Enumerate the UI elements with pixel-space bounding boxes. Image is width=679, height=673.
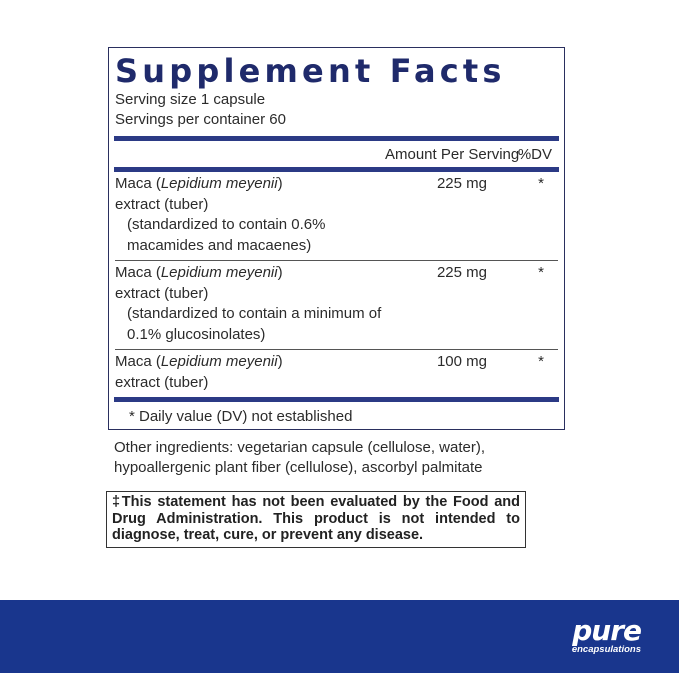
amount: 100 mg <box>436 353 487 370</box>
supplement-facts-panel: Supplement Facts Serving size 1 capsule … <box>108 47 565 430</box>
column-header: Amount Per Serving %DV <box>115 141 558 167</box>
brand-logo: pure encapsulations <box>571 614 642 656</box>
divider-thick <box>114 136 559 141</box>
brand-band: pure encapsulations <box>0 600 679 673</box>
servings-per-container: Servings per container 60 <box>115 111 286 128</box>
dv: * <box>538 353 544 370</box>
table-row: Maca (Lepidium meyenii) extract (tuber) (s… <box>115 172 558 261</box>
dv: * <box>538 175 544 192</box>
dv-header: %DV <box>517 145 552 163</box>
footnote: * Daily value (DV) not established <box>129 408 353 425</box>
table-row: Maca (Lepidium meyenii) extract (tuber) (s… <box>115 261 558 350</box>
dv: * <box>538 264 544 281</box>
table-row: Maca (Lepidium meyenii) extract (tuber) 1… <box>115 350 558 397</box>
other-ingredients: Other ingredients: vegetarian capsule (c… <box>114 439 486 476</box>
serving-size: Serving size 1 capsule <box>115 91 266 108</box>
amount-header: Amount Per Serving <box>385 145 520 163</box>
amount: 225 mg <box>436 175 487 192</box>
divider-thick <box>114 397 559 402</box>
divider-thick <box>114 167 559 172</box>
amount: 225 mg <box>436 264 487 281</box>
panel-title: Supplement Facts <box>115 52 506 90</box>
fda-disclaimer: ‡This statement has not been evaluated b… <box>106 491 526 548</box>
